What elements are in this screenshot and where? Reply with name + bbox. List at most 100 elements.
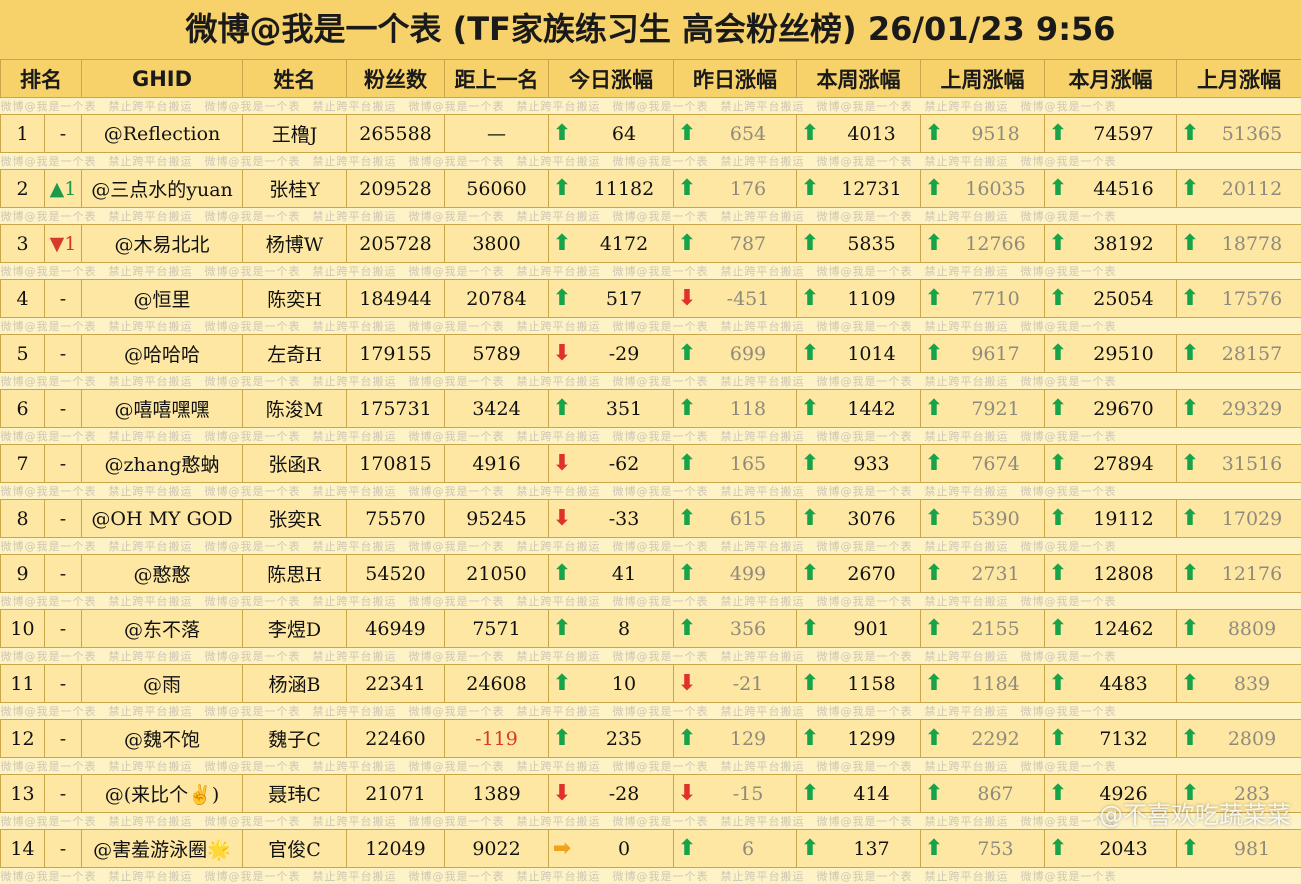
rank-change-cell: -	[45, 335, 82, 373]
change-value: ⬇-21	[674, 665, 796, 702]
change-number: 51365	[1203, 123, 1301, 145]
change-value: ➡0	[549, 830, 673, 867]
change-value: ⬆18778	[1177, 225, 1301, 262]
down-arrow-icon: ⬇	[549, 341, 575, 366]
up-arrow-icon: ⬆	[1177, 341, 1203, 366]
change-value: ⬆1158	[797, 665, 920, 702]
change-value: ⬆20112	[1177, 170, 1301, 207]
name-cell: 陈思H	[243, 555, 347, 593]
change-value: ⬆137	[797, 830, 920, 867]
watermark-text: 微博@我是一个表 禁止跨平台搬运 微博@我是一个表 禁止跨平台搬运 微博@我是一…	[1, 208, 1301, 225]
change-number: 2809	[1203, 728, 1301, 750]
watermark-row: 微博@我是一个表 禁止跨平台搬运 微博@我是一个表 禁止跨平台搬运 微博@我是一…	[1, 263, 1301, 280]
change-cell-lweek: ⬆2731	[921, 555, 1045, 593]
change-number: 2155	[947, 618, 1044, 640]
change-value: ⬆7921	[921, 390, 1044, 427]
change-value: ⬆2670	[797, 555, 920, 592]
change-value: ⬆8	[549, 610, 673, 647]
change-value: ⬆517	[549, 280, 673, 317]
rank-cell: 8	[1, 500, 45, 538]
rank-cell: 9	[1, 555, 45, 593]
header-ghid: GHID	[82, 60, 243, 98]
watermark-text: 微博@我是一个表 禁止跨平台搬运 微博@我是一个表 禁止跨平台搬运 微博@我是一…	[1, 483, 1301, 500]
name-cell: 左奇H	[243, 335, 347, 373]
change-cell-today: ⬆41	[549, 555, 674, 593]
up-arrow-icon: ⬆	[674, 616, 700, 641]
fans-cell: 179155	[347, 335, 445, 373]
change-number: 28157	[1203, 343, 1301, 365]
up-arrow-icon: ⬆	[674, 836, 700, 861]
change-value: ⬆7132	[1045, 720, 1176, 757]
change-number: 517	[575, 288, 673, 310]
name-cell: 李煜D	[243, 610, 347, 648]
gap-cell: 20784	[445, 280, 549, 318]
change-value: ⬆51365	[1177, 115, 1301, 152]
change-value: ⬆615	[674, 500, 796, 537]
change-number: 7710	[947, 288, 1044, 310]
up-arrow-icon: ⬆	[1177, 561, 1203, 586]
change-cell-lmonth: ⬆51365	[1177, 115, 1301, 153]
watermark-text: 微博@我是一个表 禁止跨平台搬运 微博@我是一个表 禁止跨平台搬运 微博@我是一…	[1, 373, 1301, 390]
change-cell-week: ⬆1014	[797, 335, 921, 373]
change-cell-week: ⬆414	[797, 775, 921, 813]
change-cell-month: ⬆38192	[1045, 225, 1177, 263]
change-value: ⬆29670	[1045, 390, 1176, 427]
ghid-cell: @三点水的yuan	[82, 170, 243, 208]
change-number: 7921	[947, 398, 1044, 420]
up-arrow-icon: ⬆	[674, 506, 700, 531]
change-number: 1014	[823, 343, 920, 365]
up-arrow-icon: ⬆	[1045, 451, 1071, 476]
change-value: ⬆29510	[1045, 335, 1176, 372]
change-cell-week: ⬆2670	[797, 555, 921, 593]
gap-cell: 24608	[445, 665, 549, 703]
change-number: 38192	[1071, 233, 1176, 255]
change-value: ⬆1184	[921, 665, 1044, 702]
gap-cell: 95245	[445, 500, 549, 538]
change-cell-week: ⬆5835	[797, 225, 921, 263]
up-arrow-icon: ⬆	[549, 671, 575, 696]
change-cell-yest: ⬇-15	[674, 775, 797, 813]
up-arrow-icon: ⬆	[797, 781, 823, 806]
change-value: ⬆7710	[921, 280, 1044, 317]
change-value: ⬆16035	[921, 170, 1044, 207]
down-arrow-icon: ⬇	[674, 286, 700, 311]
change-value: ⬆25054	[1045, 280, 1176, 317]
rank-change-cell: -	[45, 720, 82, 758]
change-number: 8809	[1203, 618, 1301, 640]
change-value: ⬇-15	[674, 775, 796, 812]
change-cell-today: ⬇-62	[549, 445, 674, 483]
change-value: ⬆4172	[549, 225, 673, 262]
change-value: ⬆165	[674, 445, 796, 482]
change-cell-month: ⬆7132	[1045, 720, 1177, 758]
change-value: ⬆5835	[797, 225, 920, 262]
change-value: ⬆12808	[1045, 555, 1176, 592]
change-value: ⬆981	[1177, 830, 1301, 867]
change-value: ⬆10	[549, 665, 673, 702]
change-cell-yest: ⬆118	[674, 390, 797, 428]
watermark-row: 微博@我是一个表 禁止跨平台搬运 微博@我是一个表 禁止跨平台搬运 微博@我是一…	[1, 483, 1301, 500]
up-arrow-icon: ⬆	[921, 616, 947, 641]
change-cell-week: ⬆933	[797, 445, 921, 483]
up-arrow-icon: ⬆	[921, 286, 947, 311]
change-value: ⬆2155	[921, 610, 1044, 647]
change-number: 165	[700, 453, 796, 475]
fans-cell: 46949	[347, 610, 445, 648]
change-number: 2043	[1071, 838, 1176, 860]
fans-cell: 170815	[347, 445, 445, 483]
change-cell-today: ⬆4172	[549, 225, 674, 263]
change-number: 17576	[1203, 288, 1301, 310]
change-number: 0	[575, 838, 673, 860]
gap-cell: 4916	[445, 445, 549, 483]
change-number: 10	[575, 673, 673, 695]
change-value: ⬆2043	[1045, 830, 1176, 867]
change-value: ⬆2292	[921, 720, 1044, 757]
change-cell-month: ⬆12808	[1045, 555, 1177, 593]
up-arrow-icon: ⬆	[921, 451, 947, 476]
gap-cell: 5789	[445, 335, 549, 373]
change-number: 4172	[575, 233, 673, 255]
name-cell: 聂玮C	[243, 775, 347, 813]
rank-change-cell: -	[45, 390, 82, 428]
down-arrow-icon: ⬇	[674, 781, 700, 806]
